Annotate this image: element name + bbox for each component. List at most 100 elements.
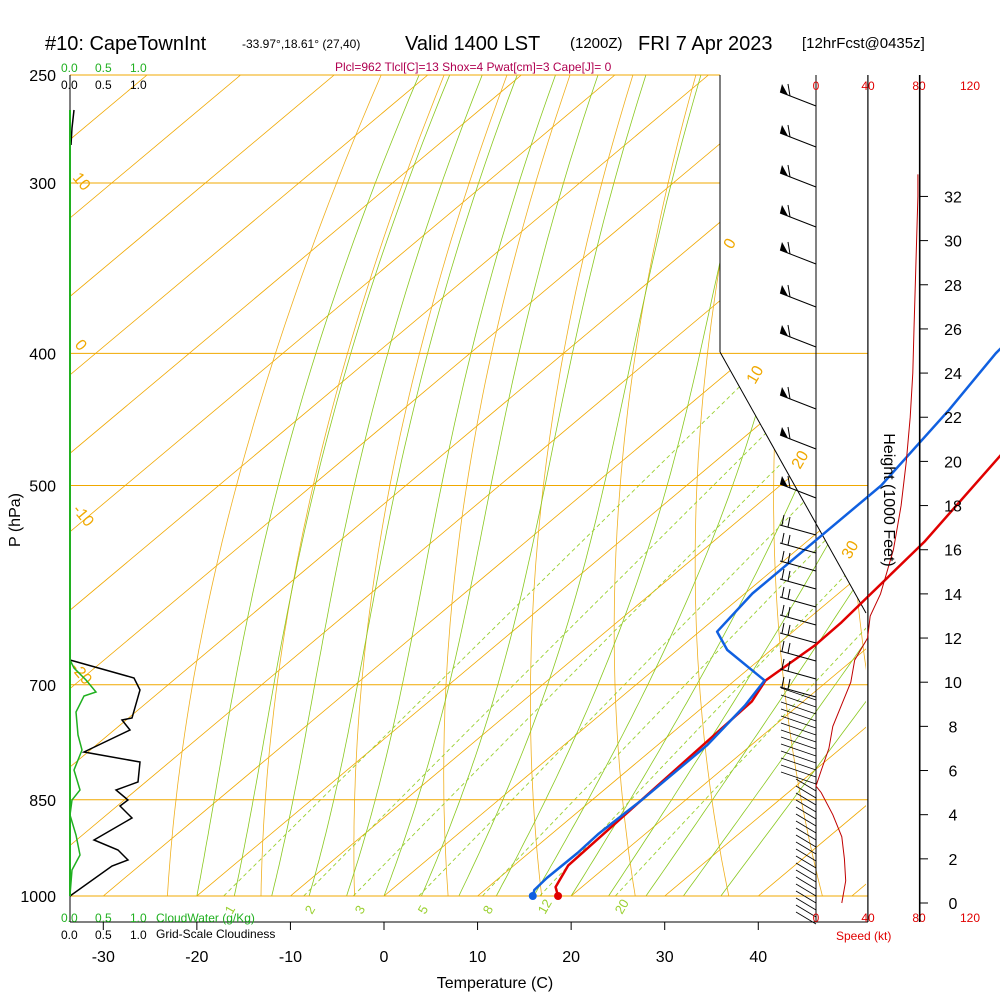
wind-barb [795, 834, 817, 848]
x-tick-label: 30 [656, 949, 674, 966]
x-tick-label: 20 [562, 949, 580, 966]
wind-barb [779, 550, 817, 572]
wind-barb [795, 827, 817, 841]
wind-barb [795, 799, 817, 813]
wind-barb [779, 586, 817, 608]
wind-barb [795, 904, 817, 918]
wind-barb [795, 813, 817, 827]
moist-adiabat-line [233, 75, 451, 896]
height-tick-label: 10 [944, 675, 962, 692]
wind-barb [780, 722, 817, 736]
sounding-profiles [528, 347, 1000, 900]
x-tick-label: -30 [92, 949, 115, 966]
pressure-tick-label: 850 [29, 793, 56, 810]
dry-adiabat-line [353, 75, 517, 896]
wind-barb [780, 715, 817, 729]
wind-barb [779, 640, 817, 662]
wind-barb [795, 792, 817, 806]
wind-speed-profile [815, 174, 919, 904]
wind-barb [779, 676, 817, 698]
height-tick-label: 6 [949, 764, 958, 781]
speed-tick-label: 120 [960, 911, 980, 925]
wind-barb [780, 750, 817, 764]
wind-barb [780, 771, 817, 785]
x-tick-label: 0 [380, 949, 389, 966]
speed-tick-label: 0 [813, 911, 820, 925]
wind-barb [780, 736, 817, 750]
dewpoint-surface-point [528, 892, 537, 900]
valid-time: Valid 1400 LST [405, 33, 540, 55]
x-tick-label: 40 [749, 949, 767, 966]
cloudiness-label: Grid-Scale Cloudiness [156, 927, 275, 941]
wind-barb [795, 890, 817, 904]
wind-barb [779, 241, 817, 265]
height-axis-title: Height (1000 Feet) [880, 433, 897, 566]
dry-adiabat-line [613, 75, 704, 896]
moist-adiabat-line [346, 75, 556, 896]
dry-adiabat-line [443, 75, 579, 896]
isotherm-line [70, 75, 522, 896]
moist-adiabat-line [458, 75, 702, 896]
moist-adiabat-line [196, 75, 420, 896]
moist-adiabat-line [608, 75, 866, 896]
height-tick-label: 22 [944, 410, 962, 427]
mixing-ratio-line [614, 352, 866, 896]
wind-barb [795, 806, 817, 820]
wind-barb [795, 778, 817, 792]
cloudiness-profile [69, 659, 141, 897]
speed-tick-label: 80 [912, 911, 926, 925]
wind-barb [779, 475, 817, 499]
wind-barb [779, 514, 817, 536]
isotherm-label: 20 [789, 448, 813, 472]
isotherm-label: 0 [721, 236, 740, 252]
dry-adiabat-line [165, 75, 393, 896]
dry-adiabat-line [260, 75, 455, 896]
dewpoint-line [531, 347, 1000, 897]
wind-barb [780, 743, 817, 757]
speed-tick-label: 120 [960, 79, 980, 93]
cloudiness-scale-label: 1.0 [130, 78, 147, 92]
cloudiness-scale-label: 0.5 [95, 928, 112, 942]
forecast-date: FRI 7 Apr 2023 [638, 33, 773, 55]
height-tick-label: 28 [944, 278, 962, 295]
dry-adiabat-label: 10 [69, 170, 94, 195]
wind-barb [779, 658, 817, 680]
height-tick-label: 14 [944, 587, 962, 604]
wind-barb [795, 897, 817, 911]
height-tick-label: 16 [944, 543, 962, 560]
pressure-tick-label: 250 [29, 68, 56, 85]
wind-barb [795, 841, 817, 855]
height-tick-label: 0 [949, 896, 958, 913]
thermodynamic-background [70, 51, 1000, 925]
pressure-tick-label: 400 [29, 346, 56, 363]
wind-barb [795, 848, 817, 862]
wind-barb [780, 729, 817, 743]
dry-adiabat-line [923, 51, 1000, 925]
wind-barb [795, 911, 817, 925]
wind-barb [779, 386, 817, 410]
height-tick-label: 12 [944, 631, 962, 648]
mixing-ratio-label: 12 [535, 896, 555, 916]
moist-adiabat-line [383, 75, 599, 896]
isotherm-line [851, 75, 866, 896]
isotherm-line [70, 75, 241, 896]
wind-barb [779, 164, 817, 188]
wind-barb [780, 757, 817, 771]
isotherm-label: 30 [839, 538, 863, 562]
mixing-ratio-label: 8 [480, 903, 497, 917]
temperature-surface-point [554, 892, 563, 900]
pressure-tick-label: 500 [29, 479, 56, 496]
wind-barb [795, 876, 817, 890]
x-tick-label: -10 [279, 949, 302, 966]
y-axis-title: P (hPa) [7, 493, 24, 547]
dry-adiabat-label: -10 [69, 502, 97, 531]
mixing-ratio-line [482, 352, 866, 896]
cloudiness-profile-upper [70, 109, 75, 146]
wind-barb [779, 83, 817, 107]
wind-barb [779, 604, 817, 626]
moist-adiabat-line [645, 75, 866, 896]
wind-barb [795, 855, 817, 869]
mixing-ratio-label: 2 [302, 903, 319, 917]
wind-barb [795, 883, 817, 897]
